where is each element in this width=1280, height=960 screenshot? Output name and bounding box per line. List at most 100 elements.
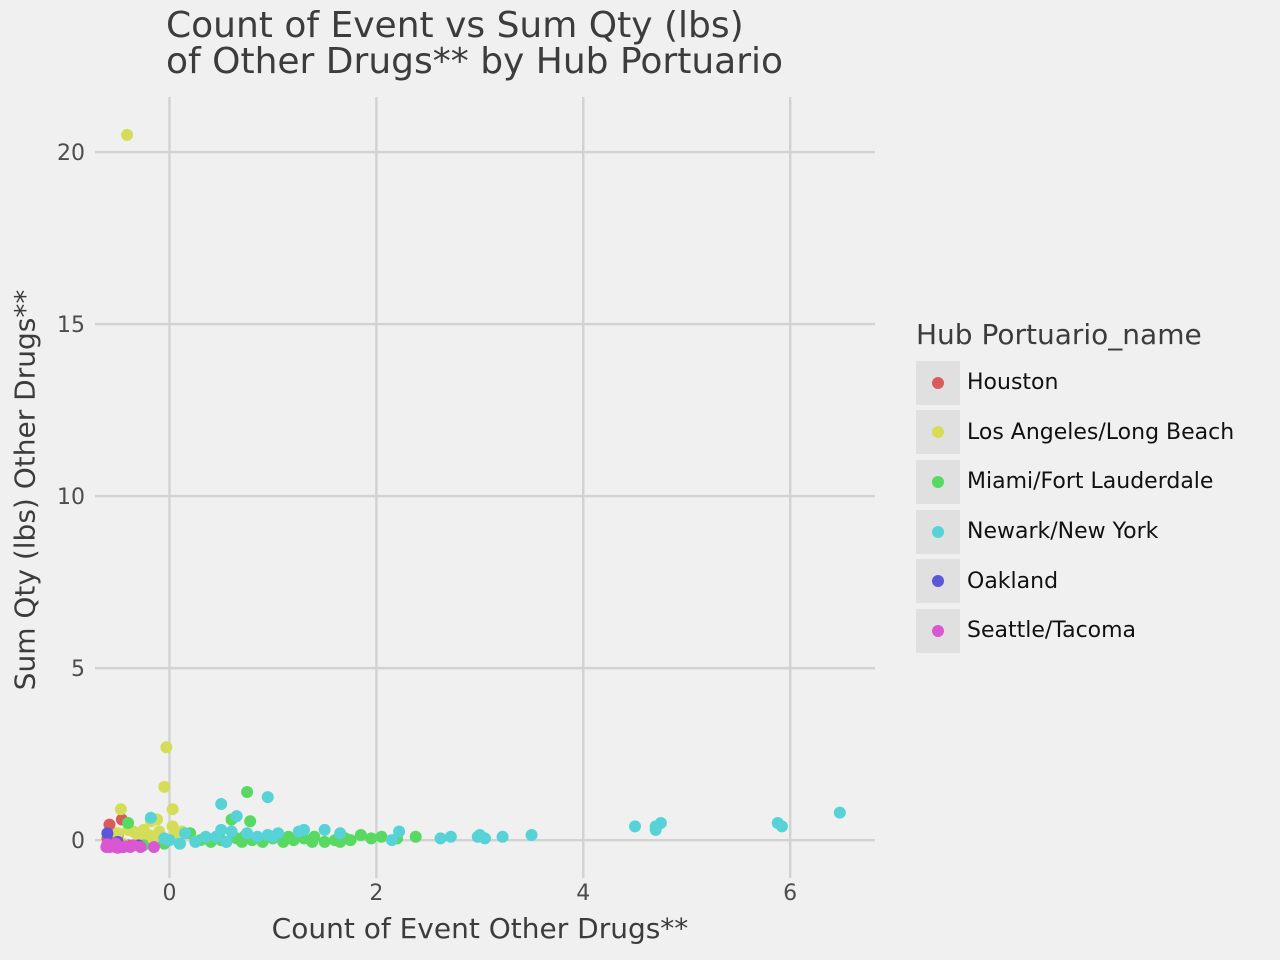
data-point [354,828,367,841]
data-point [334,827,347,840]
data-point [334,835,347,848]
legend-marker [932,475,944,488]
data-point [385,834,398,847]
data-point [147,841,160,854]
data-point [114,803,127,816]
x-tick-label: 6 [783,881,797,906]
data-point [160,741,173,754]
legend-marker [932,426,944,439]
data-point [144,811,157,824]
legend-label: Miami/Fort Lauderdale [967,469,1214,495]
data-point [409,830,422,843]
x-tick-labels: 0 2 4 6 [162,881,797,906]
series-seattle-tacoma [100,837,160,854]
legend-key [916,459,960,504]
legend-marker [932,575,944,588]
series-newark-new-york [144,791,846,850]
chart-title: Count of Event vs Sum Qty (lbs) of Other… [166,8,783,80]
legend-key [916,509,960,554]
data-point [122,816,135,829]
data-point [434,832,447,845]
data-point [318,835,331,848]
y-tick-label: 5 [71,657,85,682]
data-point [173,837,186,850]
data-point [318,823,331,836]
data-point [444,830,457,843]
chart-title-line-2: of Other Drugs** by Hub Portuario [166,41,784,82]
y-tick-label: 10 [57,485,85,510]
data-point [225,825,238,838]
legend-label: Los Angeles/Long Beach [967,419,1235,445]
data-point [365,832,378,845]
grid-lines [95,97,875,878]
x-tick-label: 0 [162,881,176,906]
legend-items: Houston Los Angeles/Long Beach Miami/Fort … [916,358,1234,656]
legend-key [916,608,960,653]
legend-label: Houston [967,370,1059,396]
data-point [230,810,243,823]
data-point [775,820,788,833]
data-point [132,830,145,843]
data-point [261,791,274,804]
data-point [235,835,248,848]
data-point [471,830,484,843]
data-point [393,825,406,838]
legend-item: Seattle/Tacoma [916,606,1234,656]
data-point [101,827,114,840]
legend: Hub Portuario_name Houston Los Angeles/Lo… [916,318,1234,656]
legend-item: Houston [916,358,1234,408]
data-point [649,823,662,836]
data-point [525,828,538,841]
legend-label: Seattle/Tacoma [967,618,1137,644]
data-point [306,835,319,848]
y-tick-label: 20 [57,141,85,166]
data-point [287,834,300,847]
x-tick-label: 4 [576,881,590,906]
data-point [210,830,223,843]
data-point [215,798,228,811]
legend-item: Newark/New York [916,507,1234,557]
legend-key [916,410,960,455]
data-point [109,837,122,850]
y-tick-label: 0 [71,829,85,854]
data-point [121,128,134,141]
data-point [629,820,641,833]
y-tick-labels: 0 5 10 15 20 [57,141,85,854]
data-point [292,825,305,838]
data-point [163,834,176,847]
data-point [244,815,257,828]
data-point [241,785,254,798]
y-tick-label: 15 [57,313,85,338]
legend-label: Newark/New York [967,519,1159,545]
y-axis-label: Sum Qty (lbs) Other Drugs** [8,289,42,691]
data-point [344,834,357,847]
chart-title-line-1: Count of Event vs Sum Qty (lbs) [166,5,744,46]
data-point [111,827,124,840]
legend-item: Oakland [916,556,1234,606]
data-point [375,830,388,843]
data-point [189,835,202,848]
data-point [134,841,147,854]
data-points [100,128,846,854]
x-axis-label: Count of Event Other Drugs** [271,912,689,945]
data-point [220,835,233,848]
series-los-angeles-long-beach [111,128,188,852]
data-point [179,827,191,840]
data-point [241,827,254,840]
legend-item: Los Angeles/Long Beach [916,408,1234,458]
data-point [266,830,279,843]
legend-key [916,559,960,604]
data-point [166,803,179,816]
legend-label: Oakland [967,568,1059,594]
legend-marker [932,624,944,637]
legend-key [916,360,960,405]
legend-marker [932,376,944,389]
x-tick-label: 2 [369,881,383,906]
data-point [158,780,171,793]
data-point [251,830,264,843]
legend-item: Miami/Fort Lauderdale [916,457,1234,507]
data-point [199,830,212,843]
data-point [496,830,509,843]
data-point [833,806,846,819]
